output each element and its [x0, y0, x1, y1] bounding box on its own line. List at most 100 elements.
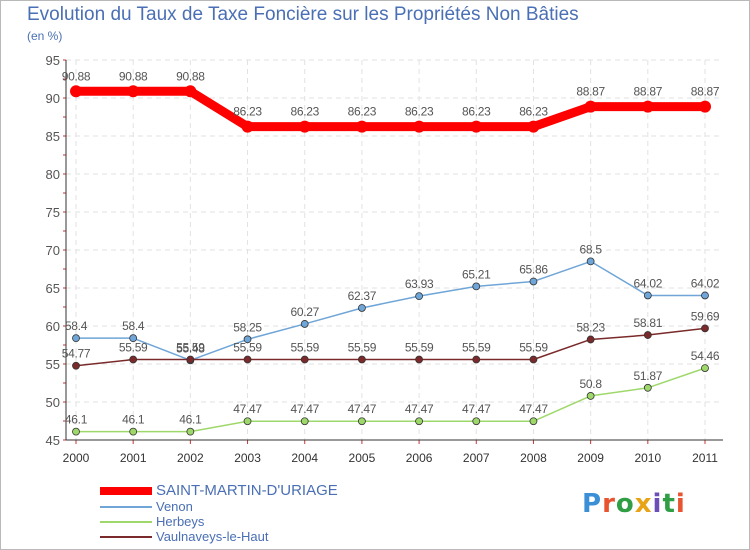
- data-label: 88.87: [634, 85, 663, 99]
- data-point: [643, 291, 652, 300]
- data-label: 47.47: [519, 402, 548, 416]
- data-label: 86.23: [519, 105, 548, 119]
- series-line: [76, 86, 705, 132]
- series-line: [76, 260, 705, 362]
- data-label: 46.1: [122, 413, 145, 427]
- data-label: 90.88: [176, 69, 205, 83]
- y-tick-label: 90: [46, 91, 60, 106]
- data-point: [129, 355, 138, 364]
- data-label: 58.81: [634, 316, 663, 330]
- data-label: 55.59: [462, 341, 491, 355]
- legend-label: Venon: [156, 499, 193, 514]
- logo-letter: i: [675, 489, 686, 519]
- legend-swatch: [100, 487, 152, 495]
- legend-label: SAINT-MARTIN-D'URIAGE: [156, 482, 338, 499]
- data-point: [472, 417, 481, 426]
- data-label: 63.93: [405, 277, 434, 291]
- chart-subtitle: (en %): [27, 29, 63, 43]
- x-tick-label: 2001: [120, 451, 147, 465]
- data-point: [586, 257, 595, 266]
- data-point: [129, 427, 138, 436]
- data-label: 55.59: [519, 341, 548, 355]
- data-point: [415, 292, 423, 301]
- data-point: [413, 120, 426, 133]
- data-label: 47.47: [290, 402, 319, 416]
- logo-letter: o: [615, 489, 635, 519]
- data-point: [586, 335, 595, 344]
- data-label: 54.77: [62, 347, 91, 361]
- y-tick-label: 75: [46, 205, 60, 220]
- data-label: 47.47: [462, 402, 491, 416]
- data-label: 86.23: [233, 105, 262, 119]
- legend-item-venon: Venon: [100, 499, 400, 514]
- data-label: 58.4: [122, 319, 145, 333]
- legend-swatch: [100, 506, 152, 508]
- data-point: [358, 304, 366, 312]
- data-point: [72, 427, 80, 436]
- data-point: [527, 120, 540, 133]
- data-point: [127, 85, 140, 98]
- x-tick-label: 2006: [406, 451, 433, 465]
- y-tick-label: 95: [46, 53, 60, 68]
- data-label: 58.25: [233, 320, 262, 334]
- data-point: [470, 120, 483, 133]
- data-label: 90.88: [119, 69, 148, 83]
- y-tick-label: 65: [46, 281, 60, 296]
- data-point: [643, 383, 652, 392]
- x-tick-label: 2008: [520, 451, 547, 465]
- data-point: [699, 100, 711, 113]
- data-point: [701, 324, 709, 333]
- data-label: 55.59: [290, 341, 319, 355]
- data-point: [355, 120, 368, 133]
- data-label: 58.4: [65, 319, 88, 333]
- legend-label: Herbeys: [156, 514, 205, 529]
- data-label: 50.8: [580, 377, 603, 391]
- data-point: [415, 417, 423, 426]
- legend-item-vaulnaveys: Vaulnaveys-le-Haut: [100, 529, 400, 544]
- x-tick-label: 2010: [634, 451, 661, 465]
- series-line: [76, 367, 706, 433]
- y-tick-label: 70: [46, 243, 60, 258]
- data-label: 88.87: [691, 85, 720, 99]
- data-point: [358, 417, 366, 426]
- data-point: [300, 417, 309, 426]
- x-tick-label: 2011: [692, 451, 718, 465]
- data-label: 86.23: [462, 105, 491, 119]
- x-tick-label: 2004: [291, 451, 318, 465]
- data-point: [701, 364, 709, 373]
- data-label: 51.87: [634, 369, 663, 383]
- legend-label: Vaulnaveys-le-Haut: [156, 529, 269, 544]
- data-point: [129, 334, 138, 343]
- data-point: [641, 100, 654, 113]
- chart-title: Evolution du Taux de Taxe Foncière sur l…: [27, 4, 579, 25]
- data-label: 47.47: [233, 402, 262, 416]
- y-tick-label: 80: [46, 167, 60, 182]
- data-point: [300, 320, 309, 328]
- data-label: 46.1: [65, 413, 88, 427]
- chart-legend: SAINT-MARTIN-D'URIAGE Venon Herbeys Vaul…: [100, 482, 400, 544]
- data-label: 58.23: [576, 320, 605, 334]
- data-label: 55.48: [176, 341, 205, 355]
- legend-swatch: [100, 536, 152, 538]
- data-point: [243, 355, 252, 364]
- y-tick-label: 45: [46, 433, 60, 448]
- data-point: [72, 361, 80, 370]
- data-label: 88.87: [576, 85, 605, 99]
- data-point: [586, 392, 595, 400]
- x-tick-label: 2005: [349, 451, 376, 465]
- logo-letter: i: [652, 489, 663, 519]
- data-point: [584, 100, 597, 113]
- proxiti-logo: Proxiti: [582, 489, 686, 519]
- series-line: [75, 327, 706, 367]
- data-point: [415, 355, 423, 364]
- data-label: 60.27: [290, 305, 319, 319]
- data-label: 86.23: [405, 105, 434, 119]
- legend-item-herbeys: Herbeys: [100, 514, 400, 529]
- data-label: 68.5: [580, 242, 603, 256]
- x-tick-label: 2000: [63, 451, 90, 465]
- data-label: 47.47: [348, 402, 377, 416]
- data-point: [184, 85, 197, 98]
- data-label: 54.46: [691, 349, 720, 363]
- data-label: 55.59: [119, 341, 148, 355]
